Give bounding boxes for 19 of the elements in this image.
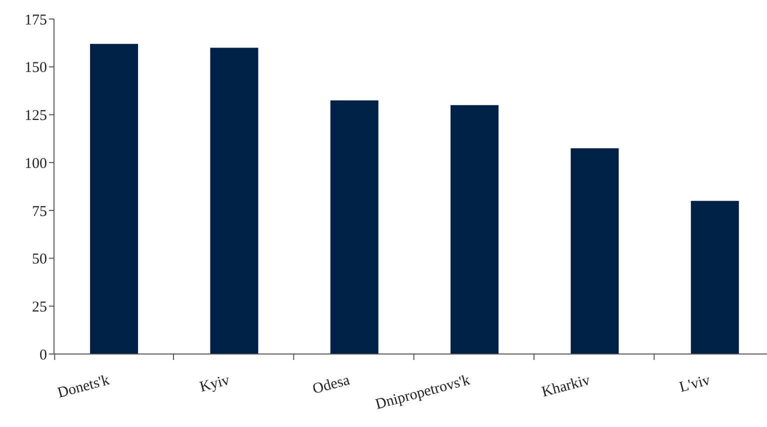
y-tick-label: 150 <box>24 60 47 76</box>
bar <box>330 100 378 354</box>
y-tick-label: 125 <box>24 108 47 124</box>
y-tick-label: 25 <box>32 299 47 316</box>
bar <box>210 48 258 354</box>
x-tick-label: Kharkiv <box>540 372 592 401</box>
bar <box>690 200 739 354</box>
bar <box>90 44 138 354</box>
x-tick-label: Kyiv <box>198 372 232 396</box>
x-tick-label: L'viv <box>678 372 712 396</box>
x-tick-label: Odesa <box>311 372 352 398</box>
y-tick-label: 50 <box>32 252 47 268</box>
x-tick-label: Donets'k <box>56 372 112 402</box>
y-tick-label: 75 <box>32 204 47 220</box>
y-tick-label: 175 <box>24 12 47 28</box>
bar <box>450 105 499 354</box>
y-tick-label: 0 <box>40 347 47 364</box>
y-tick-label: 100 <box>24 156 47 172</box>
bar <box>570 148 619 354</box>
